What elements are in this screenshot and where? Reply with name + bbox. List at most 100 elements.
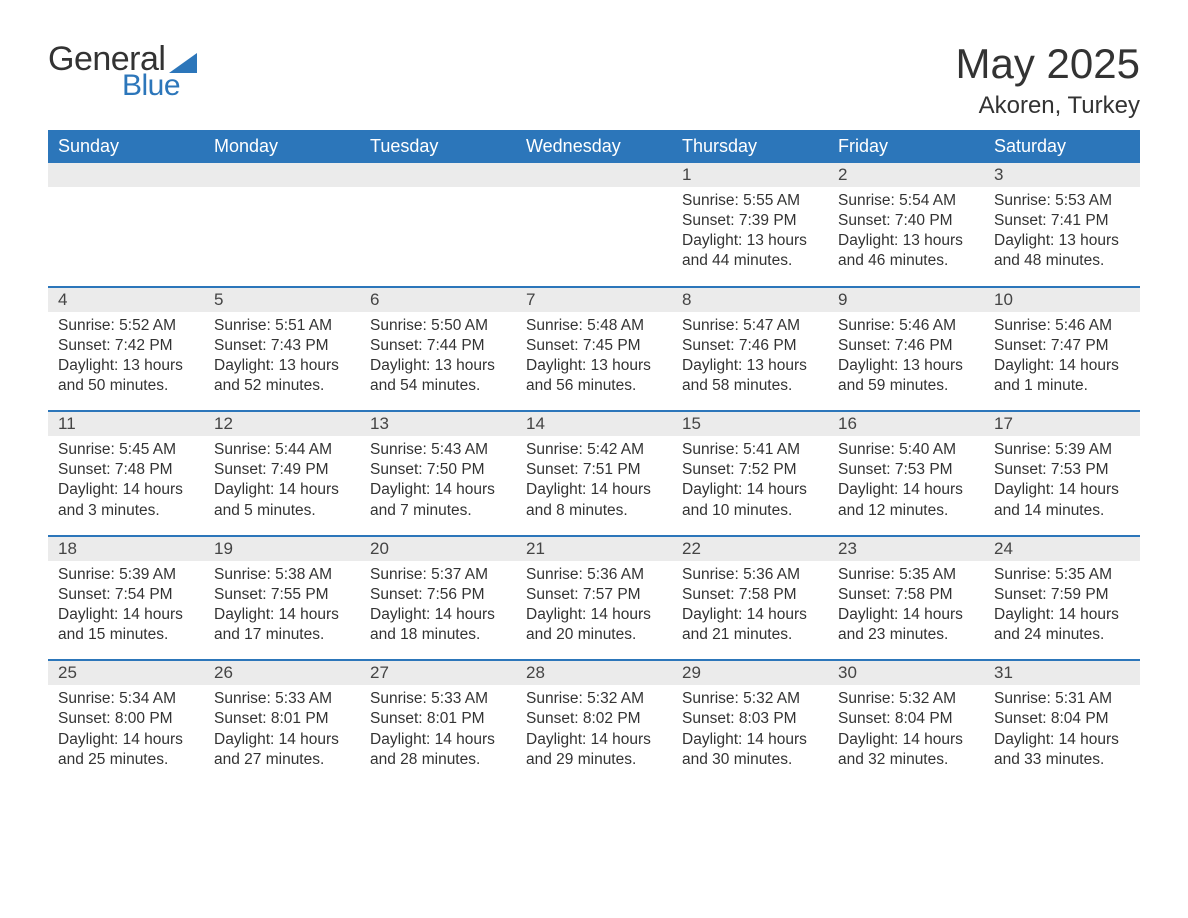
day-number-bar: 14: [516, 412, 672, 436]
week-row: 1Sunrise: 5:55 AMSunset: 7:39 PMDaylight…: [48, 163, 1140, 286]
day-details: Sunrise: 5:34 AMSunset: 8:00 PMDaylight:…: [48, 685, 204, 770]
day-number: 20: [370, 539, 389, 558]
day-cell: 27Sunrise: 5:33 AMSunset: 8:01 PMDayligh…: [360, 661, 516, 784]
day-daylight2: and 48 minutes.: [994, 251, 1130, 271]
day-daylight2: and 7 minutes.: [370, 501, 506, 521]
day-daylight2: and 27 minutes.: [214, 750, 350, 770]
day-daylight1: Daylight: 13 hours: [682, 356, 818, 376]
day-cell: 25Sunrise: 5:34 AMSunset: 8:00 PMDayligh…: [48, 661, 204, 784]
day-sunrise: Sunrise: 5:36 AM: [682, 565, 818, 585]
day-details: Sunrise: 5:35 AMSunset: 7:59 PMDaylight:…: [984, 561, 1140, 646]
day-cell: 16Sunrise: 5:40 AMSunset: 7:53 PMDayligh…: [828, 412, 984, 535]
day-sunrise: Sunrise: 5:36 AM: [526, 565, 662, 585]
day-number-bar: 16: [828, 412, 984, 436]
day-sunrise: Sunrise: 5:52 AM: [58, 316, 194, 336]
day-sunset: Sunset: 7:58 PM: [838, 585, 974, 605]
day-number: 14: [526, 414, 545, 433]
day-cell: 24 Sunrise: 5:35 AMSunset: 7:59 PMDayligh…: [984, 537, 1140, 660]
day-number-bar: 5: [204, 288, 360, 312]
day-number: 12: [214, 414, 233, 433]
day-sunset: Sunset: 7:59 PM: [994, 585, 1130, 605]
day-cell: 12Sunrise: 5:44 AMSunset: 7:49 PMDayligh…: [204, 412, 360, 535]
day-number: 3: [994, 165, 1003, 184]
day-details: Sunrise: 5:45 AMSunset: 7:48 PMDaylight:…: [48, 436, 204, 521]
day-details: Sunrise: 5:36 AMSunset: 7:58 PMDaylight:…: [672, 561, 828, 646]
day-number: 18: [58, 539, 77, 558]
header: General Blue May 2025 Akoren, Turkey: [48, 40, 1140, 120]
day-cell: [360, 163, 516, 286]
day-daylight1: Daylight: 14 hours: [682, 605, 818, 625]
day-sunrise: Sunrise: 5:51 AM: [214, 316, 350, 336]
day-details: Sunrise: 5:33 AMSunset: 8:01 PMDaylight:…: [360, 685, 516, 770]
day-sunrise: Sunrise: 5:40 AM: [838, 440, 974, 460]
day-daylight1: Daylight: 14 hours: [370, 480, 506, 500]
weekday-header: Sunday: [48, 130, 204, 163]
day-sunset: Sunset: 7:44 PM: [370, 336, 506, 356]
day-cell: 13Sunrise: 5:43 AMSunset: 7:50 PMDayligh…: [360, 412, 516, 535]
day-cell: 31Sunrise: 5:31 AMSunset: 8:04 PMDayligh…: [984, 661, 1140, 784]
weekday-header: Wednesday: [516, 130, 672, 163]
day-cell: [516, 163, 672, 286]
day-details: Sunrise: 5:54 AMSunset: 7:40 PMDaylight:…: [828, 187, 984, 272]
day-cell: 20Sunrise: 5:37 AMSunset: 7:56 PMDayligh…: [360, 537, 516, 660]
day-cell: 19Sunrise: 5:38 AMSunset: 7:55 PMDayligh…: [204, 537, 360, 660]
day-daylight2: and 56 minutes.: [526, 376, 662, 396]
day-details: Sunrise: 5:46 AMSunset: 7:47 PMDaylight:…: [984, 312, 1140, 397]
day-sunset: Sunset: 7:46 PM: [838, 336, 974, 356]
logo: General Blue: [48, 40, 197, 103]
day-daylight1: Daylight: 14 hours: [214, 480, 350, 500]
day-number: 8: [682, 290, 691, 309]
day-number-bar: 20: [360, 537, 516, 561]
day-number-bar: 30: [828, 661, 984, 685]
day-cell: 29Sunrise: 5:32 AMSunset: 8:03 PMDayligh…: [672, 661, 828, 784]
day-sunset: Sunset: 7:46 PM: [682, 336, 818, 356]
day-number: 31: [994, 663, 1013, 682]
day-daylight1: Daylight: 14 hours: [58, 480, 194, 500]
day-number: 17: [994, 414, 1013, 433]
day-number-bar: 2: [828, 163, 984, 187]
day-sunrise: Sunrise: 5:53 AM: [994, 191, 1130, 211]
day-details: Sunrise: 5:35 AMSunset: 7:58 PMDaylight:…: [828, 561, 984, 646]
day-number-bar: 9: [828, 288, 984, 312]
day-number: 28: [526, 663, 545, 682]
day-number-bar: [360, 163, 516, 187]
day-details: Sunrise: 5:36 AMSunset: 7:57 PMDaylight:…: [516, 561, 672, 646]
day-details: Sunrise: 5:47 AMSunset: 7:46 PMDaylight:…: [672, 312, 828, 397]
day-number-bar: 10: [984, 288, 1140, 312]
day-cell: 3Sunrise: 5:53 AMSunset: 7:41 PMDaylight…: [984, 163, 1140, 286]
day-sunset: Sunset: 8:03 PM: [682, 709, 818, 729]
day-details: Sunrise: 5:32 AMSunset: 8:03 PMDaylight:…: [672, 685, 828, 770]
day-daylight1: Daylight: 14 hours: [994, 730, 1130, 750]
day-number: 10: [994, 290, 1013, 309]
day-daylight1: Daylight: 13 hours: [994, 231, 1130, 251]
day-details: Sunrise: 5:40 AMSunset: 7:53 PMDaylight:…: [828, 436, 984, 521]
day-daylight1: Daylight: 13 hours: [370, 356, 506, 376]
day-daylight2: and 25 minutes.: [58, 750, 194, 770]
day-sunrise: Sunrise: 5:43 AM: [370, 440, 506, 460]
day-daylight1: Daylight: 14 hours: [682, 480, 818, 500]
day-number-bar: 26: [204, 661, 360, 685]
day-number-bar: 31: [984, 661, 1140, 685]
day-details: Sunrise: 5:39 AMSunset: 7:53 PMDaylight:…: [984, 436, 1140, 521]
day-number: 4: [58, 290, 67, 309]
month-title: May 2025: [956, 40, 1140, 88]
day-daylight1: Daylight: 14 hours: [994, 480, 1130, 500]
day-number-bar: 29: [672, 661, 828, 685]
day-sunrise: Sunrise: 5:39 AM: [994, 440, 1130, 460]
day-daylight2: and 8 minutes.: [526, 501, 662, 521]
day-daylight1: Daylight: 14 hours: [526, 730, 662, 750]
day-daylight2: and 32 minutes.: [838, 750, 974, 770]
day-number-bar: 7: [516, 288, 672, 312]
day-daylight2: and 1 minute.: [994, 376, 1130, 396]
day-sunset: Sunset: 7:50 PM: [370, 460, 506, 480]
day-daylight2: and 23 minutes.: [838, 625, 974, 645]
day-sunset: Sunset: 8:04 PM: [838, 709, 974, 729]
day-sunset: Sunset: 7:39 PM: [682, 211, 818, 231]
day-number: 24: [994, 539, 1013, 558]
day-sunrise: Sunrise: 5:38 AM: [214, 565, 350, 585]
day-sunrise: Sunrise: 5:55 AM: [682, 191, 818, 211]
day-sunrise: Sunrise: 5:37 AM: [370, 565, 506, 585]
day-number: 23: [838, 539, 857, 558]
day-daylight2: and 44 minutes.: [682, 251, 818, 271]
day-sunrise: Sunrise: 5:32 AM: [526, 689, 662, 709]
